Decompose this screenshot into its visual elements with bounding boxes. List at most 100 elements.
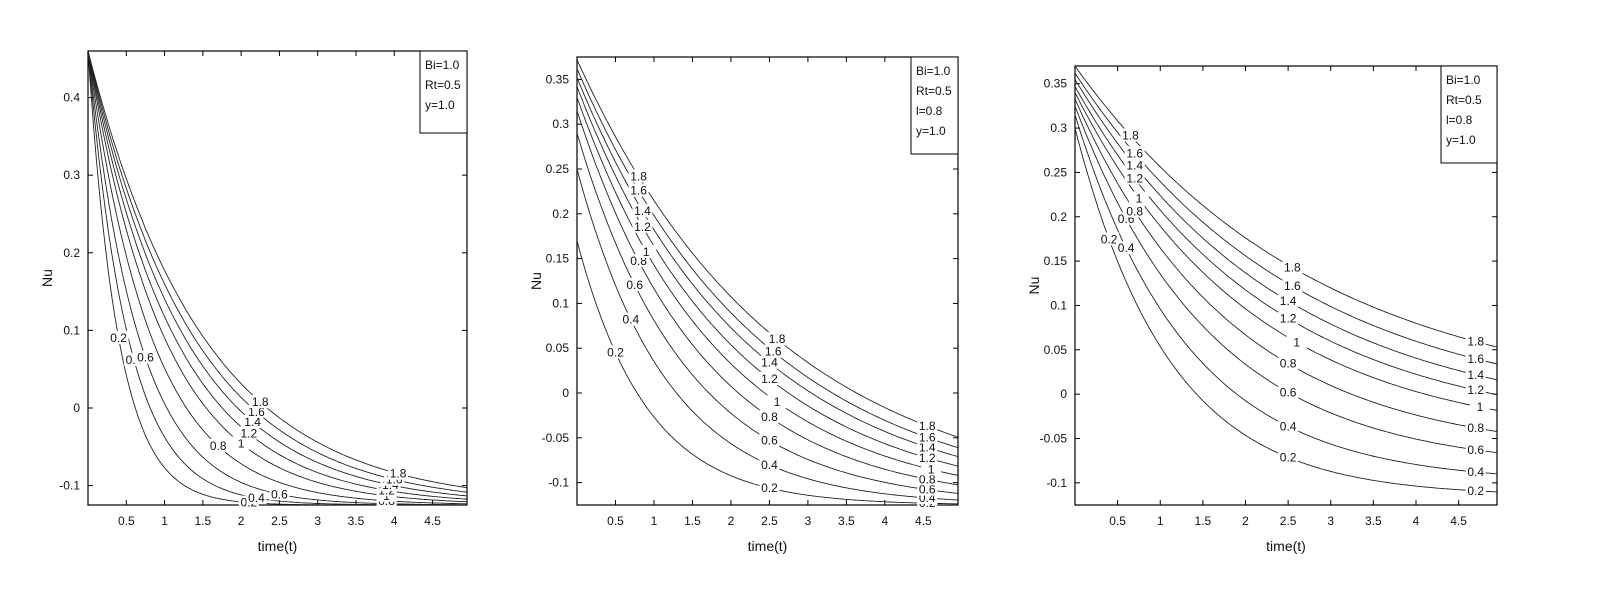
contour-label-bg (1278, 294, 1299, 308)
contour-label-bg (759, 410, 780, 424)
contour-label-bg (917, 430, 938, 444)
contour-label-mid: 1.4 (1126, 159, 1143, 173)
contour-label-end: 0.6 (271, 487, 288, 501)
y-tick-label: -0.05 (542, 431, 570, 445)
contour-label-far: 1.6 (919, 430, 936, 444)
contour-label-far: 1.4 (919, 440, 936, 454)
y-tick-label: 0.25 (1044, 165, 1068, 179)
plot-frame (576, 56, 959, 506)
contour-line-1 (88, 51, 467, 503)
legend-entry: l=0.8 (1446, 113, 1473, 127)
contour-label-bg (767, 395, 788, 409)
y-tick-label: 0 (562, 386, 569, 400)
x-tick-label: 4 (882, 514, 889, 528)
y-tick-label: 0.1 (552, 296, 569, 310)
contour-label-far: 0.8 (1467, 421, 1484, 435)
contour-label-bg (246, 491, 267, 505)
y-axis-label: Nu (39, 269, 55, 287)
contour-label-bg (238, 426, 259, 440)
x-tick-label: 4.5 (915, 514, 932, 528)
y-tick-label: 0.05 (1044, 343, 1068, 357)
contour-label-end: 1.2 (761, 372, 778, 386)
contour-label-bg (1116, 241, 1137, 255)
x-tick-label: 0.5 (1109, 514, 1126, 528)
contour-label-bg (1465, 351, 1486, 365)
contour-label-bg (1278, 419, 1299, 433)
x-tick-label: 0.5 (118, 514, 135, 528)
contour-label-mid: 0.8 (1126, 204, 1143, 218)
contour-label-bg (759, 433, 780, 447)
y-axis-label: Nu (1026, 277, 1042, 295)
contour-label-bg (620, 312, 641, 326)
x-tick-label: 1 (1157, 514, 1164, 528)
contour-label-far: 1.2 (919, 451, 936, 465)
contour-label-mid: 1.6 (630, 184, 647, 198)
contour-label-mid: 1.2 (1126, 172, 1143, 186)
contour-label-bg (767, 332, 788, 346)
y-tick-label: 0.2 (1050, 210, 1067, 224)
contour-label-bg (1120, 128, 1141, 142)
legend-entry: Bi=1.0 (916, 64, 951, 78)
contour-label-mid: 0.2 (1101, 232, 1118, 246)
plot-frame (87, 50, 468, 506)
contour-label-mid: 1 (643, 245, 650, 259)
contour-label-mid: 1.4 (244, 415, 261, 429)
contour-label-end: 0.2 (1280, 450, 1297, 464)
x-tick-label: 2 (1242, 514, 1249, 528)
contour-label-end: 1.6 (765, 345, 782, 359)
contour-label-mid: 1.8 (252, 395, 269, 409)
x-tick-label: 3 (805, 514, 812, 528)
contour-label-far: 1 (1477, 400, 1484, 414)
x-tick-label: 3 (314, 514, 321, 528)
contour-label-mid: 1 (1136, 192, 1143, 206)
contour-label-end: 0.2 (761, 481, 778, 495)
contour-label-far: 1.8 (919, 419, 936, 433)
contour-label-far: 1.8 (1467, 335, 1484, 349)
contour-label-bg (759, 481, 780, 495)
contour-label-bg (1278, 450, 1299, 464)
contour-label-bg (1124, 158, 1145, 172)
contour-label-end: 0.8 (1280, 357, 1297, 371)
x-axis-label: time(t) (258, 538, 298, 554)
x-tick-label: 1.5 (195, 514, 212, 528)
contour-line-0-8 (577, 110, 958, 486)
y-tick-label: 0.05 (546, 341, 570, 355)
legend-entry: Bi=1.0 (425, 58, 460, 72)
contour-label-mid: 1.2 (240, 426, 257, 440)
contour-line-0-4 (88, 51, 467, 505)
x-tick-label: 1.5 (684, 514, 701, 528)
legend-entry: Rt=0.5 (916, 84, 952, 98)
contour-label-bg (1099, 232, 1120, 246)
x-tick-label: 2.5 (1280, 514, 1297, 528)
legend-box (1440, 65, 1498, 164)
contour-label-mid: 1 (238, 437, 245, 451)
contour-label-end: 0.4 (1280, 419, 1297, 433)
legend-entry: y=1.0 (916, 124, 946, 138)
contour-label-bg (628, 183, 649, 197)
contour-label-mid: 1.8 (630, 169, 647, 183)
contour-label-far: 1 (928, 462, 935, 476)
contour-label-end: 0.4 (761, 458, 778, 472)
contour-label-end: 0.6 (761, 433, 778, 447)
contour-label-bg (1128, 191, 1149, 205)
y-tick-label: 0.3 (63, 168, 80, 182)
contour-label-bg (763, 344, 784, 358)
contour-label-bg (759, 371, 780, 385)
contour-line-0-2 (88, 51, 467, 505)
plot-frame (1074, 65, 1498, 506)
y-tick-label: 0.15 (546, 252, 570, 266)
contour-label-far: 1.4 (1467, 368, 1484, 382)
legend-entry: y=1.0 (1446, 133, 1476, 147)
x-axis-label: time(t) (1266, 538, 1306, 554)
contour-label-bg (1278, 311, 1299, 325)
x-tick-label: 4 (1413, 514, 1420, 528)
contour-label-bg (1124, 146, 1145, 160)
contour-lines (88, 51, 467, 505)
x-tick-label: 3.5 (838, 514, 855, 528)
contour-label-far: 1.6 (1467, 352, 1484, 366)
y-tick-label: 0.2 (552, 207, 569, 221)
contour-label-bg (605, 345, 626, 359)
contour-label-bg (917, 472, 938, 486)
chart-3: 0.5 1 1.5 2 2.5 3 3.5 4 4.5 -0.1 -0.05 0 0.05 0.1 0.15… (1026, 65, 1498, 554)
x-tick-label: 2 (238, 514, 245, 528)
